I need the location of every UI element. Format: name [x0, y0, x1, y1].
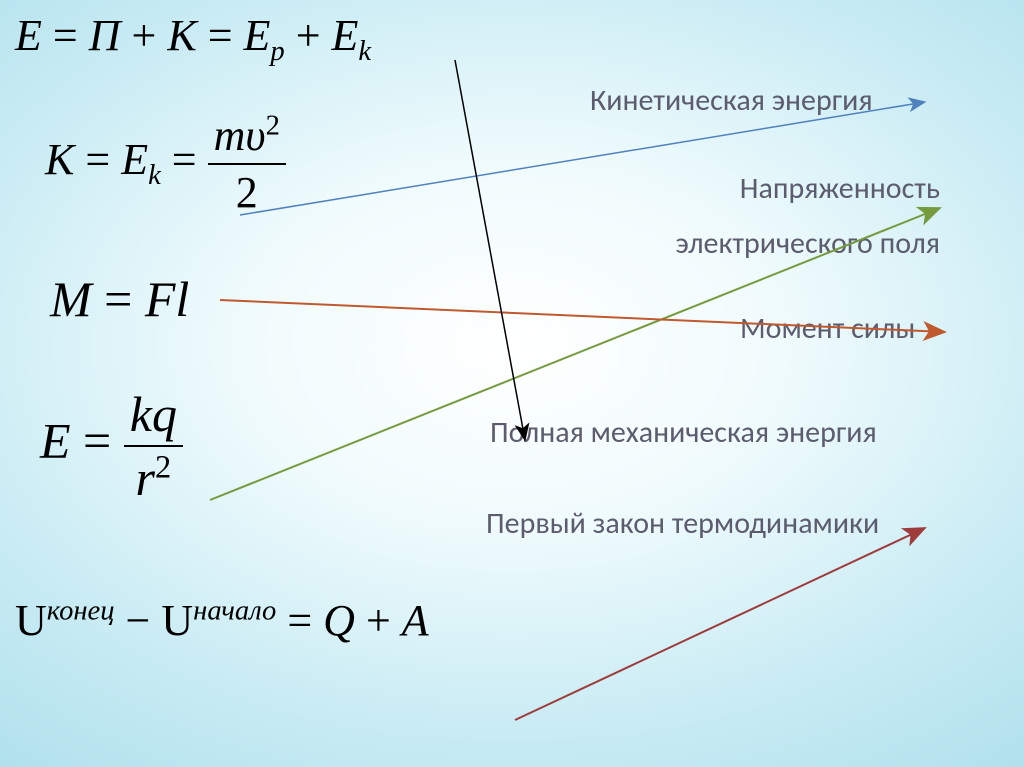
- formula-field-strength: E = kq r2: [40, 385, 183, 507]
- formula-moment-of-force: M = Fl: [50, 270, 189, 328]
- fraction-kinetic: mυ2 2: [208, 110, 286, 218]
- label-thermo: Первый закон термодинамики: [486, 505, 879, 542]
- var-Ep: Ep: [244, 11, 285, 60]
- var-E: E: [15, 11, 42, 60]
- label-field-strength: Напряженность электрического поля: [620, 170, 940, 262]
- arrow-mech-energy: [455, 60, 525, 440]
- label-mech-energy: Полная механическая энергия: [490, 414, 877, 451]
- formula-kinetic-energy: K = Ek = mυ2 2: [45, 110, 286, 218]
- label-moment: Момент силы: [740, 310, 915, 347]
- label-kinetic: Кинетическая энергия: [590, 82, 873, 119]
- formula-total-energy: E = П + K = Ep + Ek: [15, 10, 371, 68]
- formula-first-law-thermo: Uконец − Uначало = Q + A: [15, 595, 429, 646]
- var-Ek: Ek: [332, 11, 372, 60]
- var-Pi: П: [89, 11, 121, 60]
- fraction-field: kq r2: [124, 385, 183, 507]
- var-K: K: [167, 11, 196, 60]
- arrow-thermo: [515, 528, 925, 720]
